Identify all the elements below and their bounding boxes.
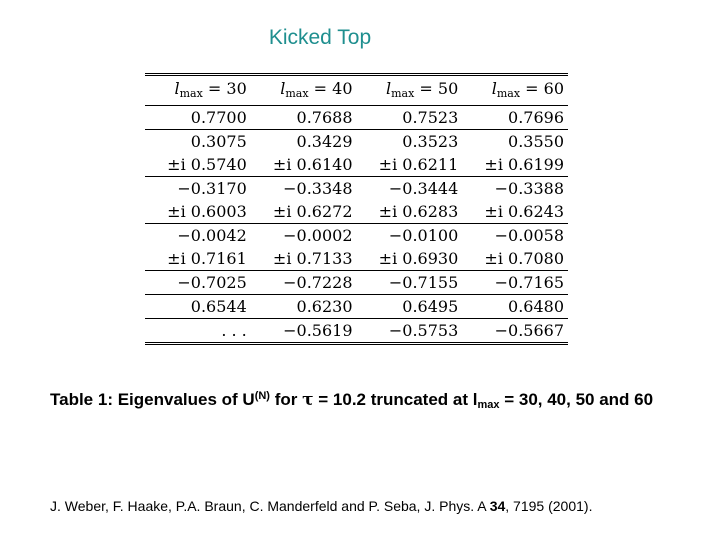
table-cell: −0.5619 bbox=[283, 321, 353, 340]
table-row: . . . −0.5619 −0.5753 −0.5667 bbox=[145, 319, 568, 344]
table-row: −0.7025 −0.7228 −0.7155 −0.7165 bbox=[145, 271, 568, 295]
table-cell: −0.5753 bbox=[388, 321, 459, 340]
slide-title: Kicked Top bbox=[268, 26, 372, 49]
table-cell: −0.7228 bbox=[283, 273, 353, 292]
table-cell: −0.0058 bbox=[494, 226, 564, 245]
eigenvalue-group: 0.3075 0.3429 0.3523 0.3550 ±i 0.5740 ±i… bbox=[145, 130, 568, 177]
table-cell: −0.3388 bbox=[494, 179, 564, 198]
table-row: ±i 0.5740 ±i 0.6140 ±i 0.6211 ±i 0.6199 bbox=[145, 153, 568, 177]
table-cell: −0.0042 bbox=[177, 226, 247, 245]
table-cell: 0.3550 bbox=[508, 132, 564, 151]
table-cell: 0.6544 bbox=[190, 297, 247, 316]
table-cell: 0.6230 bbox=[296, 297, 353, 316]
column-header: lmax = 40 bbox=[280, 79, 353, 100]
table-row: 0.7700 0.7688 0.7523 0.7696 bbox=[145, 106, 568, 130]
eigenvalue-group: −0.7025 −0.7228 −0.7155 −0.7165 bbox=[145, 271, 568, 295]
eigenvalue-group: 0.6544 0.6230 0.6495 0.6480 bbox=[145, 295, 568, 319]
eigenvalue-table-container: lmax = 30 lmax = 40 lmax = 50 lmax = 60 … bbox=[145, 73, 568, 345]
table-cell: ±i 0.6272 bbox=[272, 202, 353, 221]
table-cell: 0.7696 bbox=[508, 108, 564, 127]
column-header: lmax = 50 bbox=[385, 79, 459, 100]
table-cell: 0.6480 bbox=[508, 297, 564, 316]
table-cell: ±i 0.5740 bbox=[167, 155, 247, 174]
table-cell: ±i 0.6211 bbox=[378, 155, 459, 174]
table-caption: Table 1: Eigenvalues of U(N) for τ = 10.… bbox=[50, 390, 654, 411]
eigenvalue-table: lmax = 30 lmax = 40 lmax = 50 lmax = 60 … bbox=[145, 73, 568, 345]
table-cell: ±i 0.6140 bbox=[272, 155, 353, 174]
table-row: ±i 0.6003 ±i 0.6272 ±i 0.6283 ±i 0.6243 bbox=[145, 200, 568, 224]
table-cell: −0.0002 bbox=[283, 226, 353, 245]
citation: J. Weber, F. Haake, P.A. Braun, C. Mande… bbox=[50, 498, 593, 514]
table-cell: −0.5667 bbox=[494, 321, 564, 340]
table-cell: 0.3075 bbox=[190, 132, 247, 151]
column-header: lmax = 60 bbox=[491, 79, 564, 100]
table-cell: ±i 0.7133 bbox=[272, 249, 353, 268]
table-cell: −0.7025 bbox=[177, 273, 247, 292]
table-row: ±i 0.7161 ±i 0.7133 ±i 0.6930 ±i 0.7080 bbox=[145, 247, 568, 271]
table-cell: −0.3170 bbox=[177, 179, 247, 198]
eigenvalue-group: 0.7700 0.7688 0.7523 0.7696 bbox=[145, 106, 568, 130]
table-cell: −0.3348 bbox=[283, 179, 353, 198]
table-cell: . . . bbox=[221, 321, 247, 340]
eigenvalue-group: −0.0042 −0.0002 −0.0100 −0.0058 ±i 0.716… bbox=[145, 224, 568, 271]
table-cell: ±i 0.6243 bbox=[484, 202, 564, 221]
table-cell: −0.7155 bbox=[388, 273, 459, 292]
table-header-row: lmax = 30 lmax = 40 lmax = 50 lmax = 60 bbox=[145, 75, 568, 106]
eigenvalue-group: −0.3170 −0.3348 −0.3444 −0.3388 ±i 0.600… bbox=[145, 177, 568, 224]
table-cell: ±i 0.6930 bbox=[378, 249, 459, 268]
table-cell: −0.7165 bbox=[494, 273, 564, 292]
eigenvalue-group: . . . −0.5619 −0.5753 −0.5667 bbox=[145, 319, 568, 344]
table-cell: ±i 0.7080 bbox=[484, 249, 564, 268]
table-row: 0.6544 0.6230 0.6495 0.6480 bbox=[145, 295, 568, 319]
table-cell: ±i 0.7161 bbox=[167, 249, 247, 268]
table-cell: 0.6495 bbox=[402, 297, 459, 316]
table-cell: ±i 0.6199 bbox=[484, 155, 564, 174]
table-row: −0.0042 −0.0002 −0.0100 −0.0058 bbox=[145, 224, 568, 248]
table-cell: ±i 0.6283 bbox=[378, 202, 459, 221]
table-row: −0.3170 −0.3348 −0.3444 −0.3388 bbox=[145, 177, 568, 201]
table-cell: −0.3444 bbox=[388, 179, 459, 198]
table-cell: −0.0100 bbox=[388, 226, 459, 245]
table-cell: 0.3523 bbox=[402, 132, 459, 151]
table-cell: 0.7700 bbox=[190, 108, 247, 127]
column-header: lmax = 30 bbox=[174, 79, 247, 100]
table-row: 0.3075 0.3429 0.3523 0.3550 bbox=[145, 130, 568, 154]
table-cell: 0.7523 bbox=[402, 108, 459, 127]
table-cell: ±i 0.6003 bbox=[167, 202, 247, 221]
table-cell: 0.3429 bbox=[296, 132, 353, 151]
table-cell: 0.7688 bbox=[296, 108, 353, 127]
